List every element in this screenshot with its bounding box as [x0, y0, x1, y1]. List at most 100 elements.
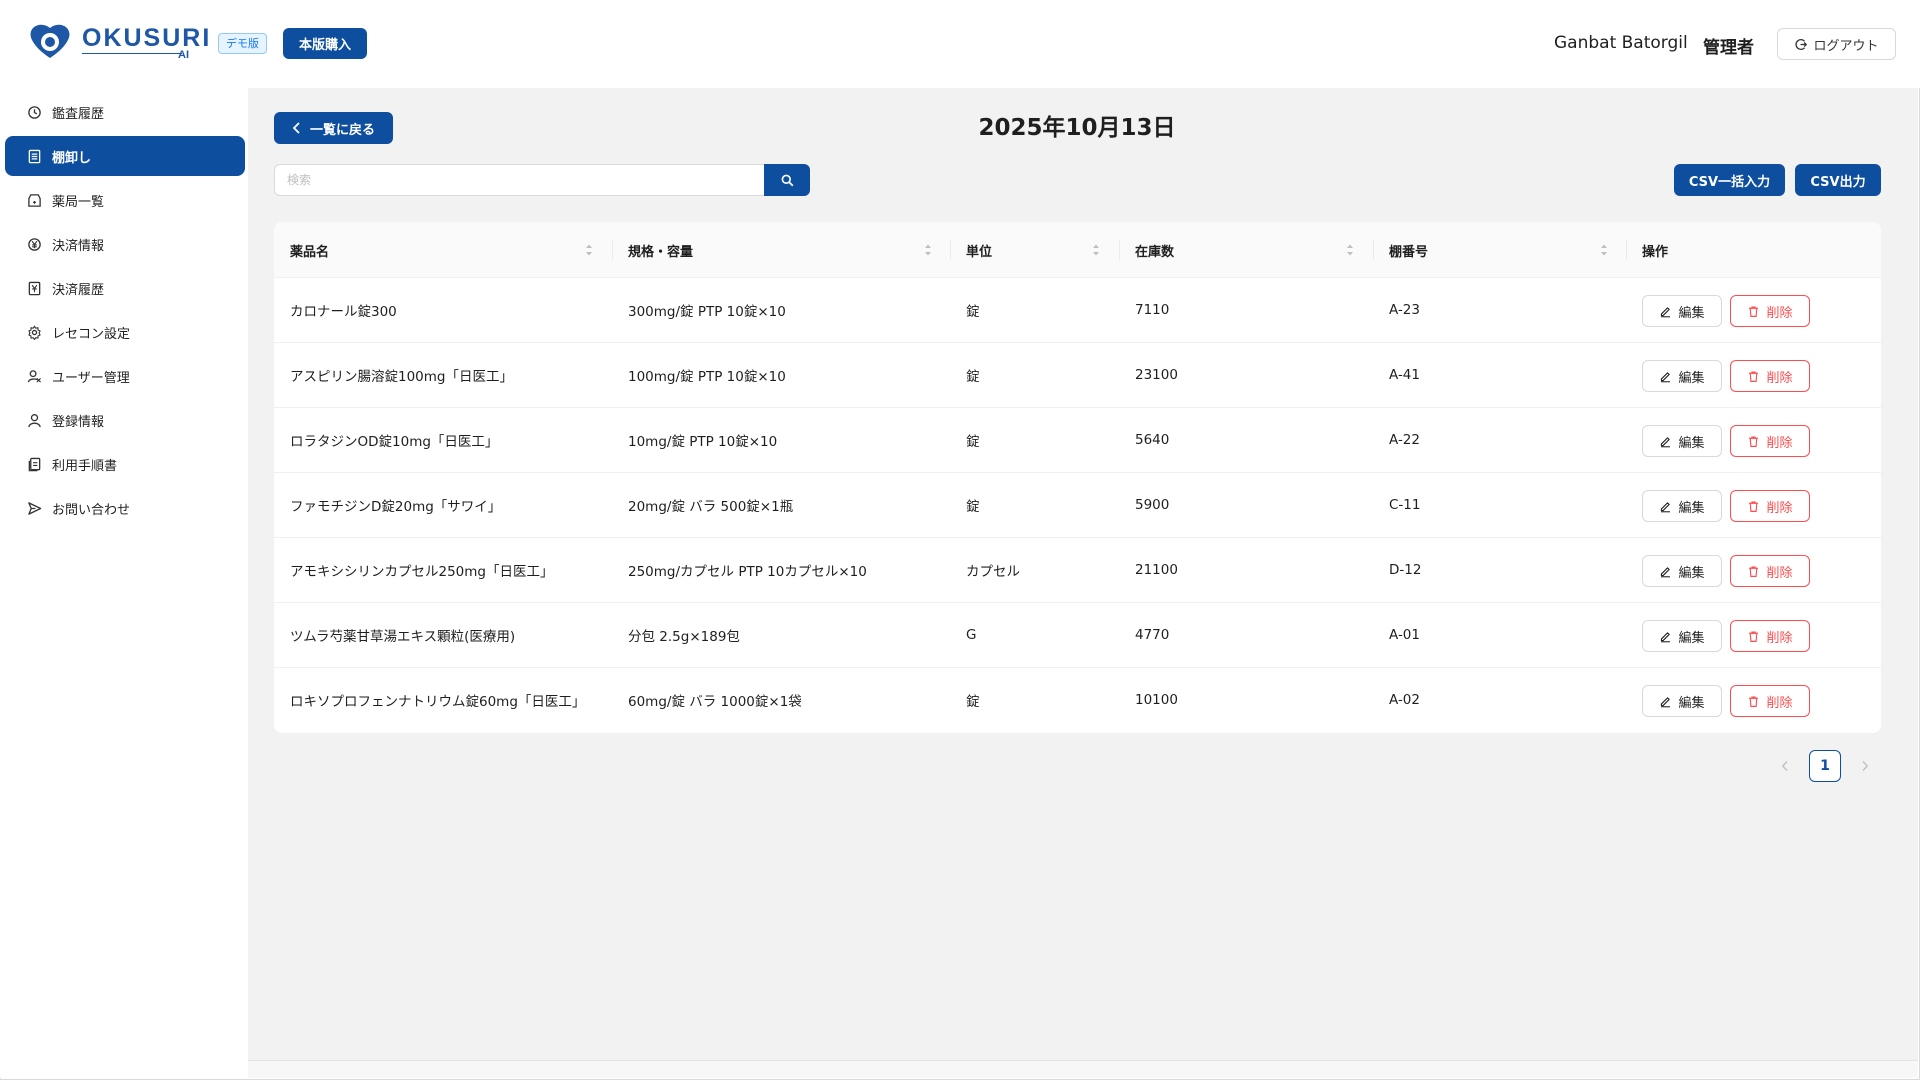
edit-button[interactable]: 編集	[1642, 620, 1722, 652]
pagination-prev-button[interactable]	[1769, 750, 1801, 782]
cell-shelf: A-01	[1389, 627, 1420, 643]
edit-button[interactable]: 編集	[1642, 295, 1722, 327]
cell-spec: 20mg/錠 バラ 500錠×1瓶	[628, 499, 794, 515]
column-header-drug-name[interactable]: 薬品名	[290, 244, 330, 260]
table-row: ファモチジンD錠20mg「サワイ」 20mg/錠 バラ 500錠×1瓶 錠 5900 C…	[274, 473, 1881, 538]
edit-button[interactable]: 編集	[1642, 685, 1722, 717]
delete-label: 削除	[1766, 565, 1793, 581]
delete-label: 削除	[1766, 435, 1793, 451]
trash-icon	[1749, 370, 1759, 382]
cell-shelf: A-41	[1389, 367, 1420, 383]
sidebar-item-pharmacy-list[interactable]: 薬局一覧	[5, 180, 245, 220]
cell-stock: 7110	[1135, 302, 1170, 318]
cell-shelf: C-11	[1389, 497, 1421, 513]
delete-button[interactable]: 削除	[1730, 490, 1810, 522]
sidebar-item-payment-history[interactable]: 決済履歴	[5, 268, 245, 308]
edit-button[interactable]: 編集	[1642, 360, 1722, 392]
edit-icon	[1661, 501, 1671, 512]
trash-icon	[1749, 565, 1759, 577]
sort-icon[interactable]	[924, 243, 932, 257]
cell-shelf: A-22	[1389, 432, 1420, 448]
csv-bulk-import-button[interactable]: CSV一括入力	[1674, 164, 1785, 196]
logout-label: ログアウト	[1813, 38, 1879, 54]
delete-button[interactable]: 削除	[1730, 360, 1810, 392]
sidebar-item-contact[interactable]: お問い合わせ	[5, 488, 245, 528]
delete-label: 削除	[1766, 695, 1793, 711]
sidebar-item-rececon-settings[interactable]: レセコン設定	[5, 312, 245, 352]
trash-icon	[1749, 695, 1759, 707]
edit-label: 編集	[1678, 695, 1705, 711]
cell-drug-name: アモキシシリンカプセル250mg「日医工」	[290, 564, 554, 580]
cell-spec: 分包 2.5g×189包	[628, 629, 740, 645]
table-row: アスピリン腸溶錠100mg「日医工」 100mg/錠 PTP 10錠×10 錠 231…	[274, 343, 1881, 408]
user-role: 管理者	[1703, 38, 1754, 58]
delete-button[interactable]: 削除	[1730, 425, 1810, 457]
table-row: アモキシシリンカプセル250mg「日医工」 250mg/カプセル PTP 10カプ…	[274, 538, 1881, 603]
sidebar-item-inventory[interactable]: 棚卸し	[5, 136, 245, 176]
edit-button[interactable]: 編集	[1642, 490, 1722, 522]
cell-stock: 5900	[1135, 497, 1170, 513]
user-manage-icon	[27, 369, 41, 383]
cell-unit: 錠	[966, 694, 980, 710]
sidebar-item-user-guide[interactable]: 利用手順書	[5, 444, 245, 484]
search-input[interactable]	[274, 164, 765, 196]
delete-button[interactable]: 削除	[1730, 685, 1810, 717]
column-header-unit[interactable]: 単位	[966, 244, 993, 260]
chevron-left-icon	[292, 122, 300, 134]
payment-icon	[28, 237, 41, 251]
list-icon	[28, 149, 41, 163]
demo-badge: デモ版	[218, 33, 267, 54]
cell-spec: 60mg/錠 バラ 1000錠×1袋	[628, 694, 802, 710]
back-to-list-button[interactable]: 一覧に戻る	[274, 112, 393, 144]
column-header-actions: 操作	[1642, 244, 1669, 260]
column-header-stock[interactable]: 在庫数	[1135, 244, 1175, 260]
delete-button[interactable]: 削除	[1730, 620, 1810, 652]
store-icon	[28, 193, 41, 207]
user-icon	[28, 413, 41, 427]
sidebar-item-registration-info[interactable]: 登録情報	[5, 400, 245, 440]
cell-drug-name: ロキソプロフェンナトリウム錠60mg「日医工」	[290, 694, 586, 710]
edit-button[interactable]: 編集	[1642, 555, 1722, 587]
csv-export-button[interactable]: CSV出力	[1795, 164, 1881, 196]
cell-shelf: A-02	[1389, 692, 1420, 708]
back-button-label: 一覧に戻る	[309, 122, 375, 138]
cell-unit: 錠	[966, 369, 980, 385]
cell-spec: 250mg/カプセル PTP 10カプセル×10	[628, 564, 867, 580]
logo-sub-text: AI	[178, 49, 189, 61]
delete-button[interactable]: 削除	[1730, 295, 1810, 327]
pagination-page-1[interactable]: 1	[1809, 750, 1841, 782]
user-name: Ganbat Batorgil	[1554, 33, 1688, 53]
okusuri-logo[interactable]: OKUSURI AI	[28, 22, 209, 61]
cell-stock: 10100	[1135, 692, 1178, 708]
column-divider	[950, 240, 951, 260]
sidebar-item-label: 利用手順書	[52, 458, 118, 474]
sidebar-item-audit-history[interactable]: 鑑査履歴	[5, 92, 245, 132]
delete-button[interactable]: 削除	[1730, 555, 1810, 587]
buy-full-version-button[interactable]: 本版購入	[283, 28, 367, 59]
pagination-next-button[interactable]	[1849, 750, 1881, 782]
edit-label: 編集	[1678, 305, 1705, 321]
edit-icon	[1661, 696, 1671, 707]
sidebar-item-payment-info[interactable]: 決済情報	[5, 224, 245, 264]
trash-icon	[1749, 435, 1759, 447]
cell-unit: G	[966, 627, 977, 643]
column-header-spec[interactable]: 規格・容量	[628, 244, 694, 260]
table-row: カロナール錠300 300mg/錠 PTP 10錠×10 錠 7110 A-23 編集 削除	[274, 278, 1881, 343]
cell-unit: 錠	[966, 434, 980, 450]
bottom-bar	[248, 1060, 1918, 1078]
table-row: ロラタジンOD錠10mg「日医工」 10mg/錠 PTP 10錠×10 錠 5640 A…	[274, 408, 1881, 473]
column-header-shelf[interactable]: 棚番号	[1389, 244, 1429, 260]
cell-stock: 5640	[1135, 432, 1170, 448]
cell-drug-name: カロナール錠300	[290, 304, 397, 320]
receipt-icon	[28, 281, 41, 295]
sidebar-item-label: 登録情報	[52, 414, 105, 430]
sort-icon[interactable]	[1346, 243, 1354, 257]
sidebar-item-user-management[interactable]: ユーザー管理	[5, 356, 245, 396]
edit-button[interactable]: 編集	[1642, 425, 1722, 457]
sort-icon[interactable]	[1600, 243, 1608, 257]
logout-button[interactable]: ログアウト	[1777, 28, 1896, 60]
sort-icon[interactable]	[585, 243, 593, 257]
sort-icon[interactable]	[1092, 243, 1100, 257]
search-button[interactable]	[764, 164, 810, 196]
cell-stock: 23100	[1135, 367, 1178, 383]
